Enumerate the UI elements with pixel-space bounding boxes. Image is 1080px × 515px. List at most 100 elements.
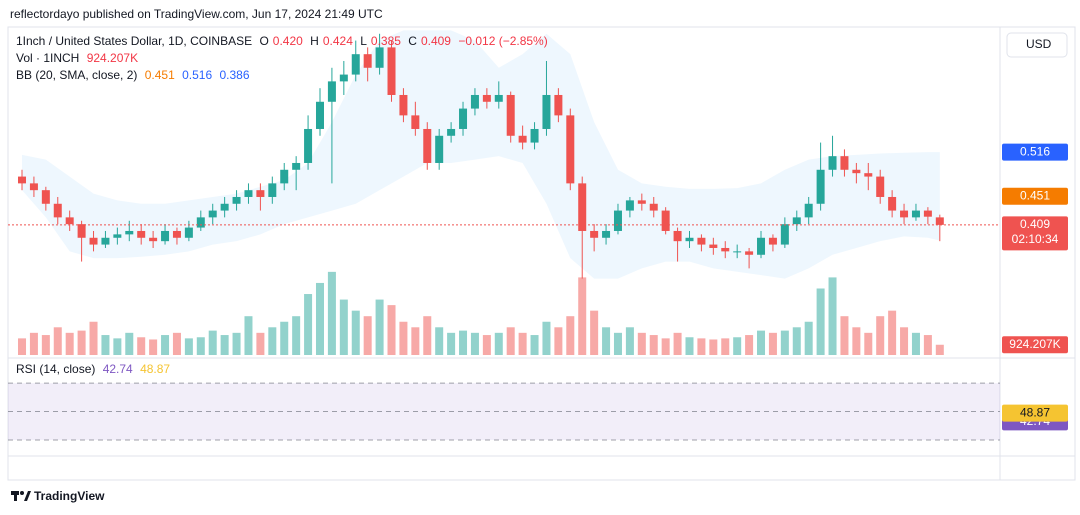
volume-bar <box>101 335 110 355</box>
candle-body <box>733 251 742 253</box>
volume-bar <box>852 327 861 355</box>
bb-title: BB (20, SMA, close, 2) <box>16 68 138 82</box>
candle-body <box>923 210 932 217</box>
candle-body <box>220 203 229 211</box>
candle-body <box>327 81 336 102</box>
volume-bar <box>315 282 324 355</box>
currency-label: USD <box>1026 37 1052 51</box>
volume-bar <box>268 327 277 355</box>
volume-bar <box>745 335 754 355</box>
volume-bar <box>41 335 50 355</box>
volume-bar <box>77 330 86 355</box>
candle-body <box>18 176 27 184</box>
published-note: reflectordayo published on TradingView.c… <box>10 7 383 21</box>
candle-body <box>709 244 718 248</box>
volume-bar <box>506 327 515 355</box>
volume-bar <box>304 294 313 355</box>
volume-bar <box>423 316 432 355</box>
volume-value: 924.207K <box>86 51 139 65</box>
candle-body <box>888 196 897 211</box>
candle-body <box>423 128 432 163</box>
candle-body <box>625 200 634 211</box>
volume-bar <box>757 330 766 355</box>
candle-body <box>315 101 324 129</box>
volume-bar <box>89 321 98 355</box>
candle-body <box>768 237 777 245</box>
candle-body <box>637 200 646 204</box>
candle-body <box>101 237 110 245</box>
candle-body <box>530 128 539 143</box>
candle-body <box>792 217 801 225</box>
volume-bar <box>602 327 611 355</box>
candle-body <box>852 169 861 174</box>
candle-body <box>649 203 658 211</box>
volume-bar <box>280 321 289 355</box>
candle-body <box>77 224 86 238</box>
candle-body <box>780 224 789 245</box>
candle-body <box>351 54 360 75</box>
candle-body <box>292 162 301 170</box>
candle-body <box>566 115 575 184</box>
volume-bar <box>459 330 468 355</box>
rsi-value: 42.74 <box>102 362 133 376</box>
ohlc-value: 0.420 <box>272 34 303 48</box>
candle-body <box>208 210 217 218</box>
volume-bar <box>363 316 372 355</box>
volume-bar <box>864 332 873 355</box>
volume-last-label-badge <box>1002 336 1068 354</box>
volume-bar <box>542 321 551 355</box>
candle-body <box>244 190 253 197</box>
change: −0.012 (−2.85%) <box>458 34 548 48</box>
candle-body <box>494 94 503 102</box>
volume-bar <box>351 310 360 355</box>
volume-bar <box>625 327 634 355</box>
candle-body <box>757 237 766 255</box>
candle-body <box>196 217 205 228</box>
candle-body <box>816 169 825 204</box>
volume-bar <box>804 321 813 355</box>
volume-last-label: 924.207K <box>1009 337 1060 351</box>
candle-body <box>721 247 730 252</box>
ohlc-value: 0.385 <box>370 34 401 48</box>
volume-bar <box>494 332 503 355</box>
candle-body <box>161 230 170 242</box>
rsi-legend: RSI (14, close) 42.74 48.87 <box>16 361 174 378</box>
ohlc-name: H <box>310 34 319 48</box>
candle-body <box>339 74 348 82</box>
volume-bar <box>375 299 384 355</box>
bb-row: BB (20, SMA, close, 2) 0.451 0.516 0.386 <box>16 67 552 84</box>
candle-body <box>149 237 158 242</box>
volume-bar <box>661 338 670 355</box>
candle-body <box>935 217 944 225</box>
ohlc-name: C <box>408 34 417 48</box>
volume-bar <box>470 332 479 355</box>
volume-bar <box>65 332 74 355</box>
candle-body <box>661 210 670 231</box>
volume-bar <box>649 335 658 355</box>
candle-body <box>125 230 134 235</box>
volume-bar <box>29 332 38 355</box>
candle-body <box>745 251 754 255</box>
candle-body <box>697 237 706 245</box>
candle-body <box>459 108 468 129</box>
candle-body <box>399 94 408 116</box>
volume-bar <box>339 299 348 355</box>
volume-bar <box>184 338 193 355</box>
candle-body <box>470 94 479 109</box>
brand-logo <box>11 491 31 501</box>
bb-value: 0.386 <box>219 68 250 82</box>
candle-body <box>137 230 146 238</box>
symbol-row: 1Inch / United States Dollar, 1D, COINBA… <box>16 33 552 50</box>
volume-bar <box>256 332 265 355</box>
volume-bar <box>733 337 742 355</box>
volume-bar <box>721 338 730 355</box>
ohlc-name: O <box>259 34 269 48</box>
candle-body <box>280 169 289 184</box>
volume-bar <box>447 332 456 355</box>
currency-button[interactable] <box>1006 32 1068 58</box>
volume-bar <box>387 305 396 355</box>
volume-bar <box>18 338 27 355</box>
volume-bar <box>792 327 801 355</box>
last-price-label-badge <box>1002 216 1068 251</box>
